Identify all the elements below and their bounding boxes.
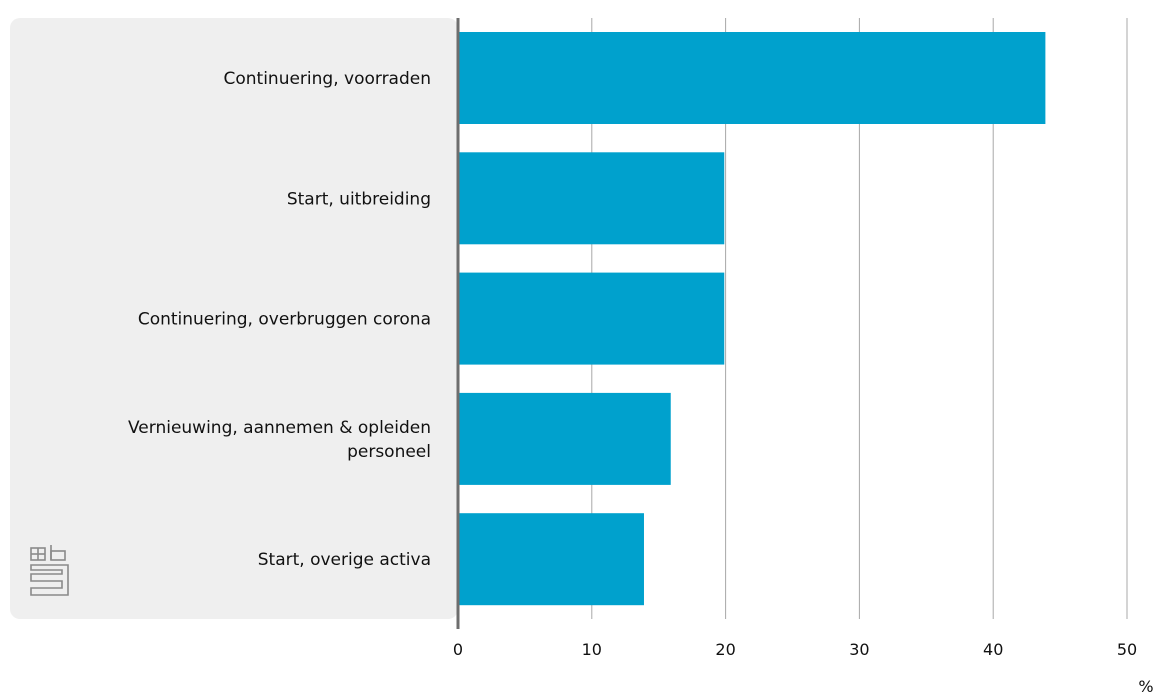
- bars: [458, 32, 1046, 606]
- tick-label: 50: [1117, 640, 1137, 659]
- tick-labels: 0 10 20 30 40 50: [453, 640, 1137, 659]
- bar: [458, 513, 644, 606]
- tick-label: 20: [715, 640, 735, 659]
- tick-label: 30: [849, 640, 869, 659]
- unit-label: %: [1138, 677, 1153, 696]
- category-label: Start, overige activa: [258, 550, 431, 570]
- category-label: Continuering, voorraden: [223, 69, 431, 89]
- tick-label: 40: [983, 640, 1003, 659]
- category-label: Continuering, overbruggen corona: [138, 310, 431, 330]
- bar: [458, 392, 671, 485]
- cbs-logo-icon: [30, 545, 69, 596]
- tick-label: 10: [582, 640, 602, 659]
- bar: [458, 152, 725, 245]
- label-panel: [10, 18, 458, 619]
- tick-label: 0: [453, 640, 463, 659]
- bar: [458, 272, 725, 365]
- category-label: Start, uitbreiding: [287, 189, 431, 209]
- category-labels: Continuering, voorraden Start, uitbreidin…: [128, 69, 431, 570]
- category-label: Vernieuwing, aannemen & opleiden: [128, 418, 431, 438]
- category-label: personeel: [347, 442, 431, 462]
- bar: [458, 32, 1046, 124]
